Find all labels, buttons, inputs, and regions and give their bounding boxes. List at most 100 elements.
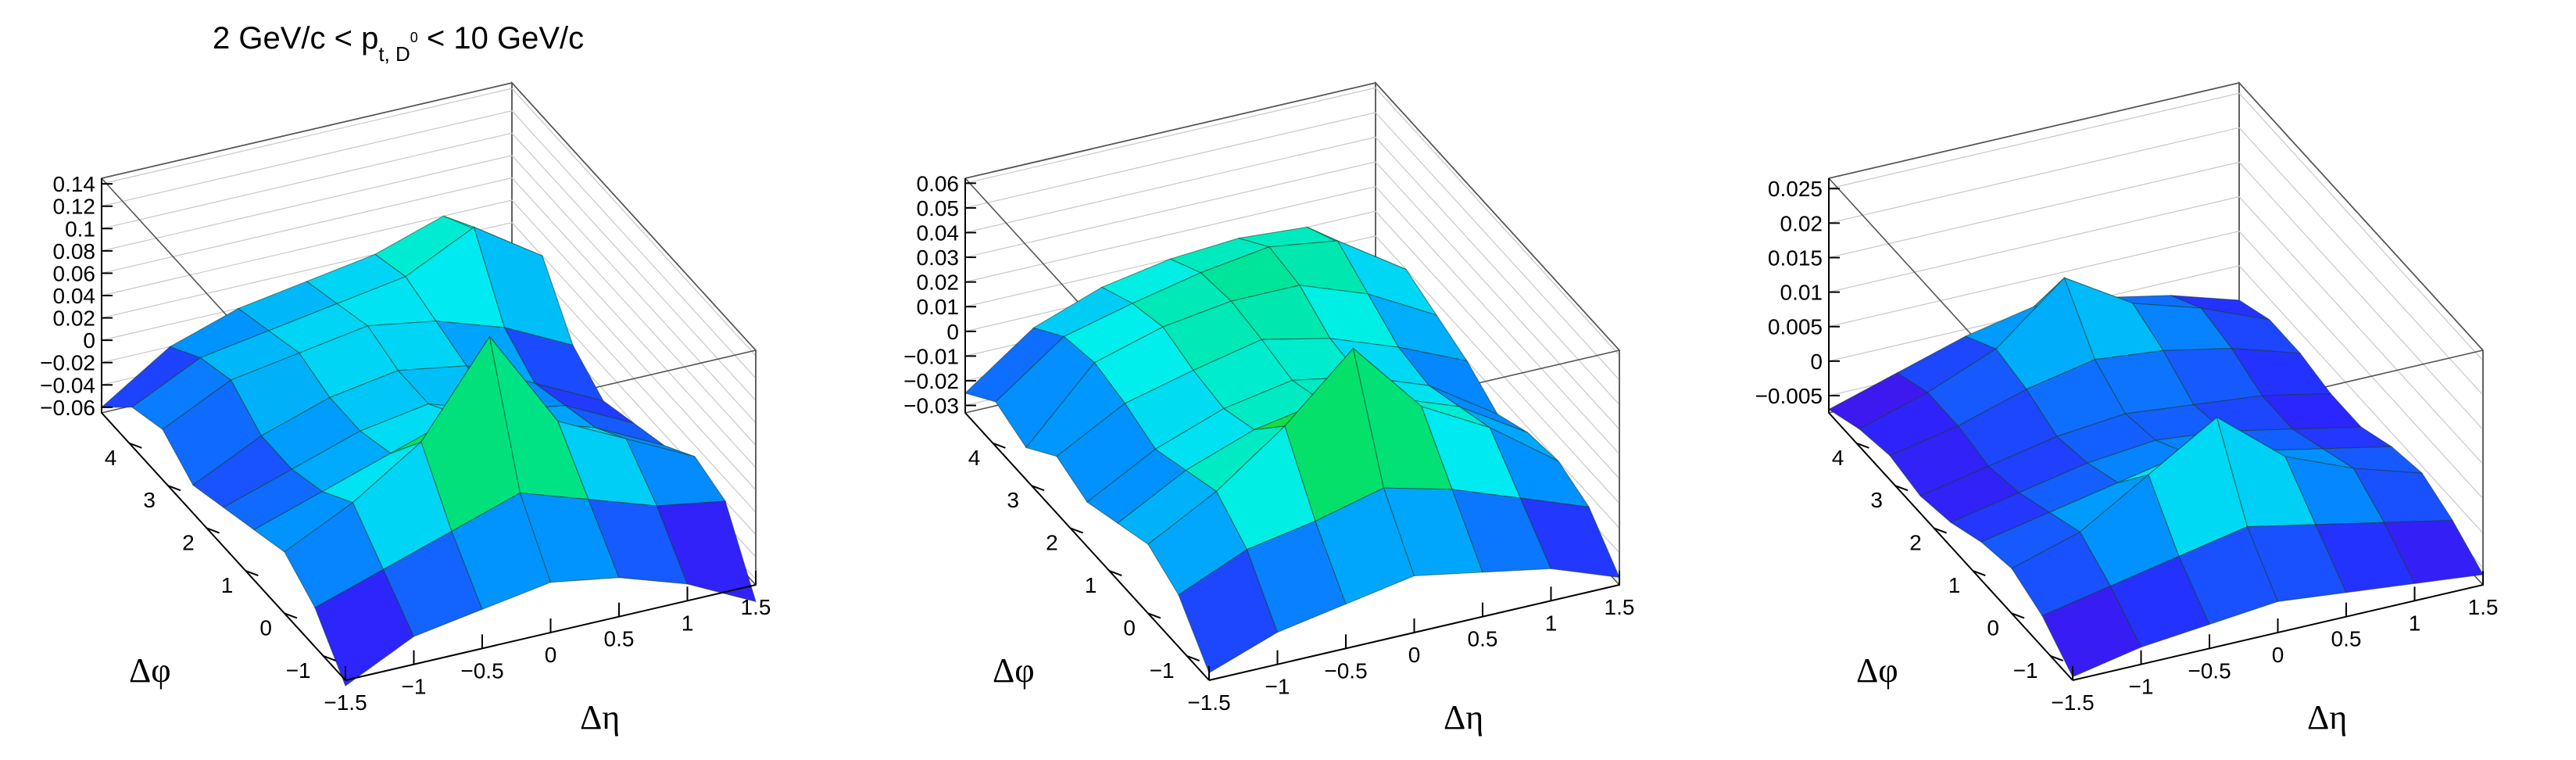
z-tick-label: 0.025 <box>1768 177 1823 201</box>
z-gridline <box>964 112 1620 381</box>
surface-cell <box>1519 497 1620 579</box>
surface-cell <box>2383 519 2484 584</box>
z-tick-label: −0.03 <box>903 394 959 418</box>
phi-tick-label: −1 <box>1150 658 1175 683</box>
phi-tick <box>206 527 220 534</box>
eta-tick-label: −1.5 <box>324 690 367 715</box>
z-gridline <box>1828 161 2484 430</box>
phi-tick-label: 0 <box>1123 615 1136 640</box>
phi-tick <box>129 442 142 449</box>
z-tick-label: 0.14 <box>53 172 96 196</box>
z-gridline <box>1828 265 2484 534</box>
z-gridline <box>101 177 757 446</box>
z-gridline <box>101 88 757 357</box>
phi-tick <box>1108 570 1122 576</box>
z-gridline <box>1828 195 2484 464</box>
z-gridline <box>964 185 1620 455</box>
phi-tick-label: 0 <box>1987 615 1999 640</box>
eta-axis-title: Δη <box>580 698 620 737</box>
title-prefix: 2 GeV/c < p <box>213 21 378 56</box>
eta-tick-label: 1 <box>1545 611 1558 635</box>
z-tick-label: −0.005 <box>1755 384 1823 408</box>
phi-tick <box>1070 527 1084 534</box>
phi-tick <box>167 485 181 492</box>
box-top-edge <box>101 82 757 351</box>
title-sup: 0 <box>410 30 418 45</box>
z-gridline <box>101 110 757 379</box>
z-tick-label: 0.06 <box>53 261 96 285</box>
phi-tick <box>284 612 298 619</box>
z-tick-label: −0.06 <box>40 396 95 420</box>
z-gridline <box>1828 231 2484 500</box>
phi-tick-label: 4 <box>1832 446 1844 470</box>
phi-tick-label: 3 <box>1870 488 1883 512</box>
phi-tick-label: 4 <box>968 446 981 470</box>
eta-tick-label: −1 <box>2129 675 2154 699</box>
phi-tick-label: 3 <box>143 488 156 512</box>
z-tick-label: 0.1 <box>65 217 95 241</box>
eta-tick-label: 0 <box>1408 643 1421 667</box>
z-tick-label: 0.04 <box>917 220 960 245</box>
phi-tick-label: 2 <box>1909 531 1922 555</box>
z-tick-label: 0.03 <box>917 246 960 270</box>
z-gridline <box>101 132 757 401</box>
z-tick-label: −0.02 <box>903 369 959 393</box>
eta-tick-label: 0.5 <box>1468 627 1498 651</box>
phi-tick <box>2050 654 2063 661</box>
z-tick-label: 0 <box>83 328 95 353</box>
phi-axis-title: Δφ <box>129 651 171 690</box>
z-gridline <box>1828 92 2484 361</box>
z-tick-label: 0.02 <box>53 307 96 331</box>
phi-tick-label: 2 <box>1046 531 1058 555</box>
z-gridline <box>964 210 1620 479</box>
eta-tick-label: −1.5 <box>1187 690 1230 715</box>
phi-tick-label: 3 <box>1007 488 1019 512</box>
phi-tick-label: −1 <box>2013 658 2038 683</box>
eta-axis-title: Δη <box>2307 698 2347 737</box>
z-tick-label: 0.05 <box>917 196 960 220</box>
phi-tick-label: 4 <box>105 446 117 470</box>
chart-panel-1: −0.06−0.04−0.0200.020.040.060.080.10.120… <box>40 81 771 737</box>
z-tick-label: 0.01 <box>917 295 960 319</box>
phi-tick <box>1031 485 1045 492</box>
eta-tick-label: 1 <box>2409 611 2421 635</box>
phi-tick <box>245 570 259 576</box>
eta-tick-label: −1 <box>402 675 427 699</box>
phi-tick-label: 2 <box>182 531 195 555</box>
box-top-edge <box>964 82 1620 351</box>
eta-tick-label: 1.5 <box>741 595 771 619</box>
phi-axis-title: Δφ <box>1856 651 1898 690</box>
phi-tick <box>1147 612 1161 619</box>
phi-tick-label: −1 <box>286 658 311 683</box>
z-gridline <box>101 199 757 468</box>
title-suffix: < 10 GeV/c <box>418 21 584 56</box>
z-tick-label: 0.06 <box>917 171 960 195</box>
phi-tick <box>993 442 1006 449</box>
phi-tick-label: 1 <box>1948 573 1961 597</box>
z-tick-label: 0.08 <box>53 239 96 263</box>
phi-tick <box>1894 485 1909 492</box>
phi-tick-label: 1 <box>1085 573 1097 597</box>
phi-axis-line <box>1828 412 2073 681</box>
z-tick-label: −0.02 <box>40 351 95 375</box>
z-tick-label: 0.005 <box>1768 315 1823 339</box>
phi-axis-title: Δφ <box>993 651 1035 690</box>
eta-tick-label: −0.5 <box>460 658 503 683</box>
eta-tick-label: 1.5 <box>2468 595 2499 619</box>
z-gridline <box>964 161 1620 430</box>
z-gridline <box>964 136 1620 405</box>
eta-tick-label: −1 <box>1265 675 1290 699</box>
surface-cell <box>656 500 757 603</box>
phi-tick-label: 0 <box>259 615 272 640</box>
z-gridline <box>964 87 1620 356</box>
eta-tick-label: 0.5 <box>604 627 635 651</box>
eta-tick-label: −0.5 <box>1324 658 1367 683</box>
phi-tick <box>1972 570 1986 576</box>
z-tick-label: 0 <box>946 320 959 344</box>
chart-panel-3: −0.005 0 0.005 0.01 0.015 0.02 0.025 −1.5 −1 −0.5… <box>1755 81 2499 737</box>
eta-tick-label: 0.5 <box>2331 627 2362 651</box>
z-gridline <box>101 221 757 490</box>
title-sub: t, D <box>378 42 410 66</box>
z-tick-label: 0.02 <box>1780 211 1823 235</box>
